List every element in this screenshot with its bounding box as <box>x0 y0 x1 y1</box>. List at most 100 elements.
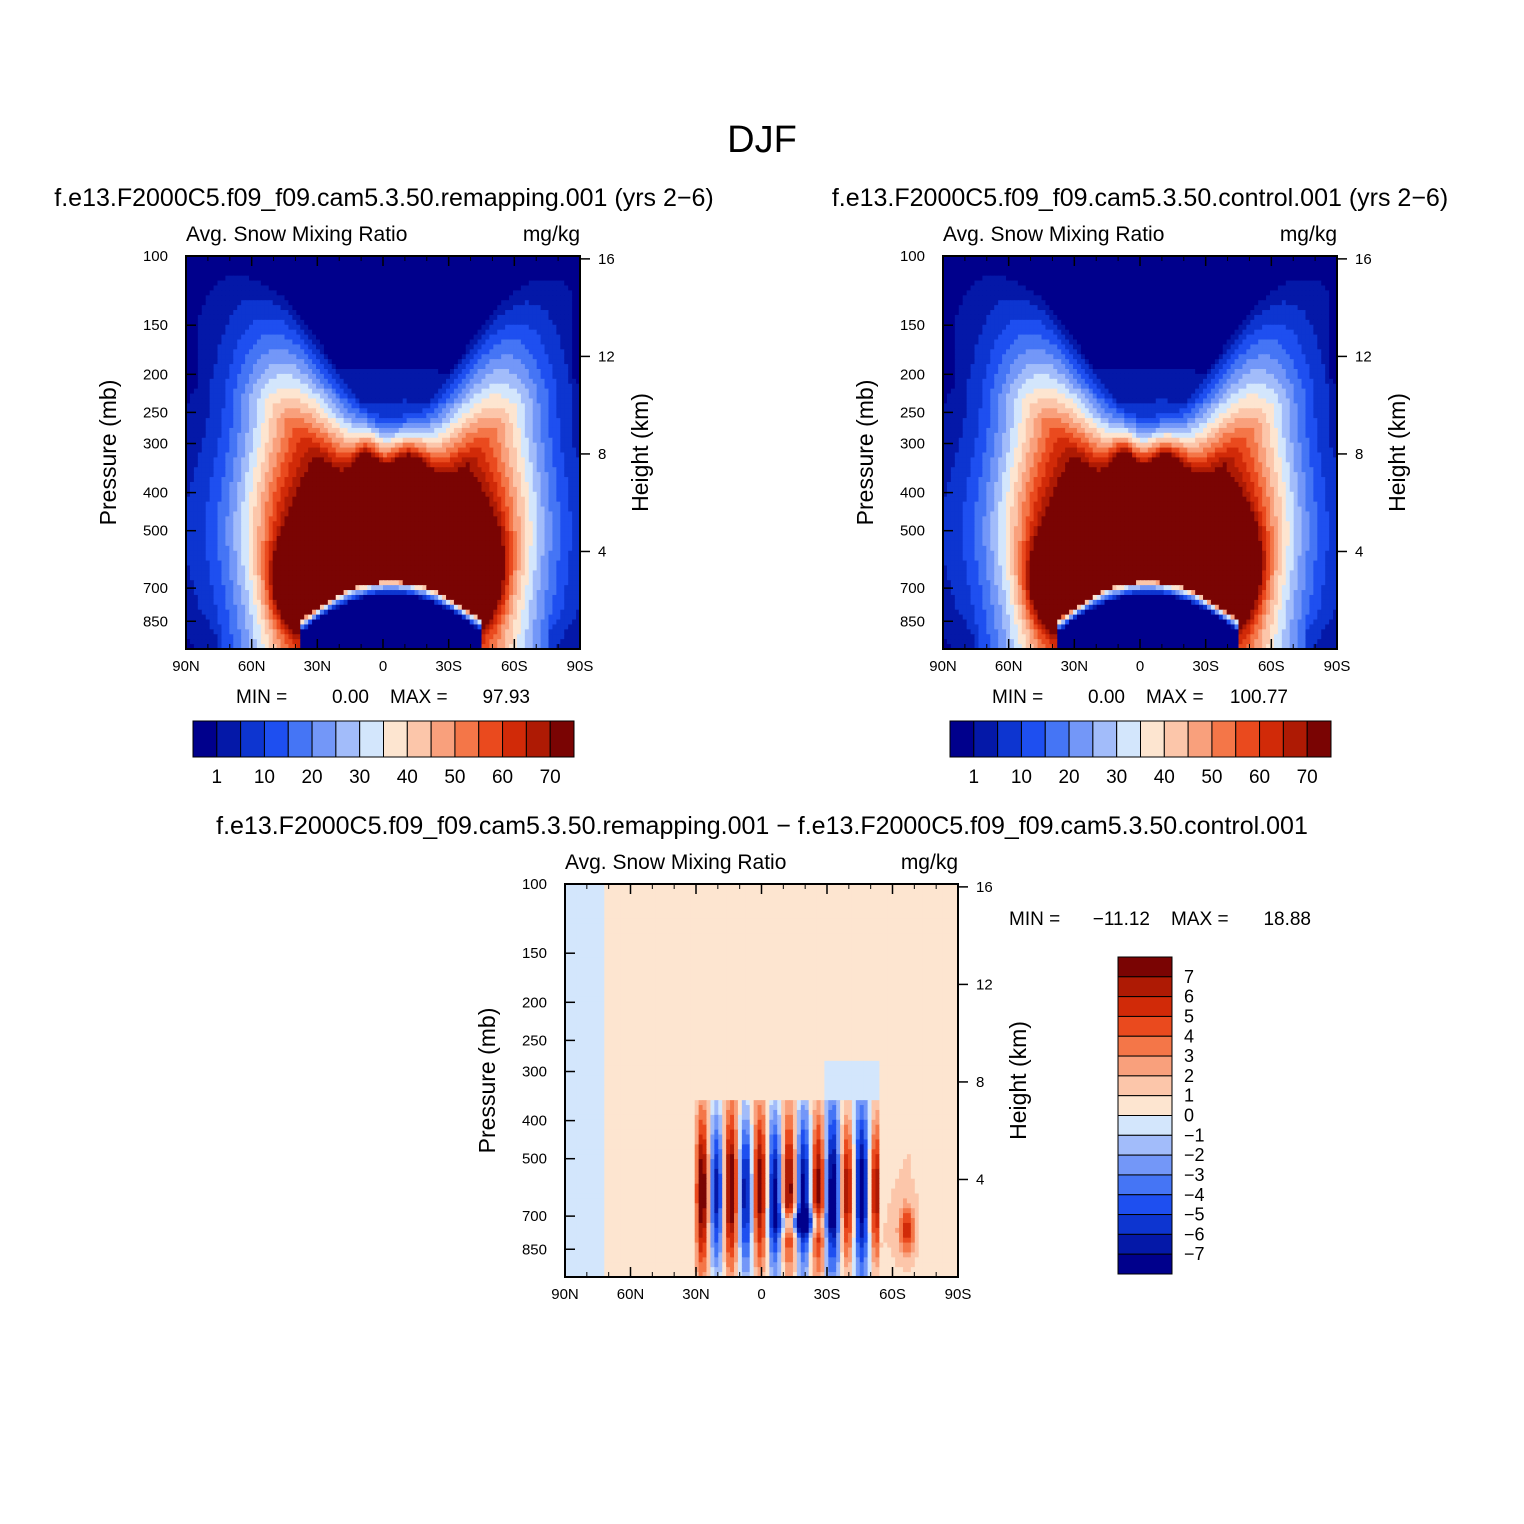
contour-cell <box>556 423 561 429</box>
contour-cell <box>438 389 443 395</box>
contour-cell <box>568 335 573 341</box>
contour-cell <box>572 433 577 439</box>
contour-cell <box>391 295 396 301</box>
contour-cell <box>552 374 557 380</box>
contour-cell <box>517 364 522 370</box>
contour-cell <box>560 300 565 306</box>
contour-cell <box>446 276 451 282</box>
contour-cell <box>489 364 494 370</box>
contour-cell <box>344 320 349 326</box>
contour-cell <box>190 379 195 385</box>
contour-cell <box>233 492 238 498</box>
contour-cell <box>521 281 526 287</box>
contour-cell <box>430 408 435 414</box>
contour-cell <box>560 354 565 360</box>
contour-cell <box>225 325 230 331</box>
contour-cell <box>478 344 483 350</box>
contour-cell <box>348 477 353 483</box>
contour-cell <box>485 482 490 488</box>
contour-cell <box>418 359 423 365</box>
contour-cell <box>261 330 266 336</box>
contour-cell <box>371 472 376 478</box>
contour-cell <box>221 462 226 468</box>
contour-cell <box>407 428 412 434</box>
contour-cell <box>466 379 471 385</box>
contour-cell <box>237 305 242 311</box>
contour-cell <box>529 477 534 483</box>
contour-cell <box>359 281 364 287</box>
contour-cell <box>474 261 479 267</box>
contour-cell <box>359 497 364 503</box>
contour-cell <box>206 418 211 424</box>
contour-cell <box>285 305 290 311</box>
contour-cell <box>348 389 353 395</box>
contour-cell <box>241 340 246 346</box>
contour-cell <box>418 423 423 429</box>
contour-cell <box>296 359 301 365</box>
contour-cell <box>418 285 423 291</box>
contour-cell <box>304 285 309 291</box>
contour-cell <box>328 448 333 454</box>
contour-cell <box>399 359 404 365</box>
contour-cell <box>411 290 416 296</box>
contour-cell <box>336 359 341 365</box>
contour-cell <box>229 482 234 488</box>
contour-cell <box>470 349 475 355</box>
contour-field <box>186 256 581 650</box>
contour-cell <box>300 477 305 483</box>
contour-cell <box>300 364 305 370</box>
contour-cell <box>249 394 254 400</box>
contour-cell <box>442 349 447 355</box>
contour-cell <box>336 266 341 272</box>
contour-cell <box>281 418 286 424</box>
contour-cell <box>478 438 483 444</box>
contour-cell <box>545 285 550 291</box>
contour-cell <box>273 457 278 463</box>
contour-cell <box>418 403 423 409</box>
contour-cell <box>572 398 577 404</box>
contour-cell <box>418 266 423 272</box>
contour-cell <box>525 300 530 306</box>
contour-cell <box>485 310 490 316</box>
contour-cell <box>482 315 487 321</box>
contour-cell <box>383 389 388 395</box>
contour-cell <box>218 340 223 346</box>
contour-cell <box>218 315 223 321</box>
contour-cell <box>194 359 199 365</box>
contour-cell <box>474 384 479 390</box>
contour-cell <box>253 487 258 493</box>
contour-cell <box>497 310 502 316</box>
contour-cell <box>221 394 226 400</box>
contour-cell <box>328 285 333 291</box>
contour-cell <box>556 369 561 375</box>
contour-cell <box>541 364 546 370</box>
contour-cell <box>395 315 400 321</box>
contour-cell <box>308 281 313 287</box>
contour-cell <box>288 467 293 473</box>
contour-cell <box>190 310 195 316</box>
contour-cell <box>367 379 372 385</box>
contour-cell <box>454 497 459 503</box>
contour-cell <box>458 428 463 434</box>
contour-cell <box>316 389 321 395</box>
contour-cell <box>277 443 282 449</box>
contour-cell <box>261 310 266 316</box>
contour-cell <box>371 487 376 493</box>
contour-cell <box>304 428 309 434</box>
contour-cell <box>265 398 270 404</box>
contour-cell <box>206 403 211 409</box>
contour-cell <box>379 374 384 380</box>
contour-cell <box>340 418 345 424</box>
contour-cell <box>552 290 557 296</box>
contour-cell <box>273 487 278 493</box>
contour-cell <box>320 398 325 404</box>
contour-cell <box>415 418 420 424</box>
contour-cell <box>363 335 368 341</box>
contour-cell <box>288 389 293 395</box>
contour-cell <box>458 438 463 444</box>
contour-cell <box>225 443 230 449</box>
contour-cell <box>351 359 356 365</box>
contour-cell <box>387 453 392 459</box>
contour-cell <box>324 330 329 336</box>
contour-cell <box>560 394 565 400</box>
